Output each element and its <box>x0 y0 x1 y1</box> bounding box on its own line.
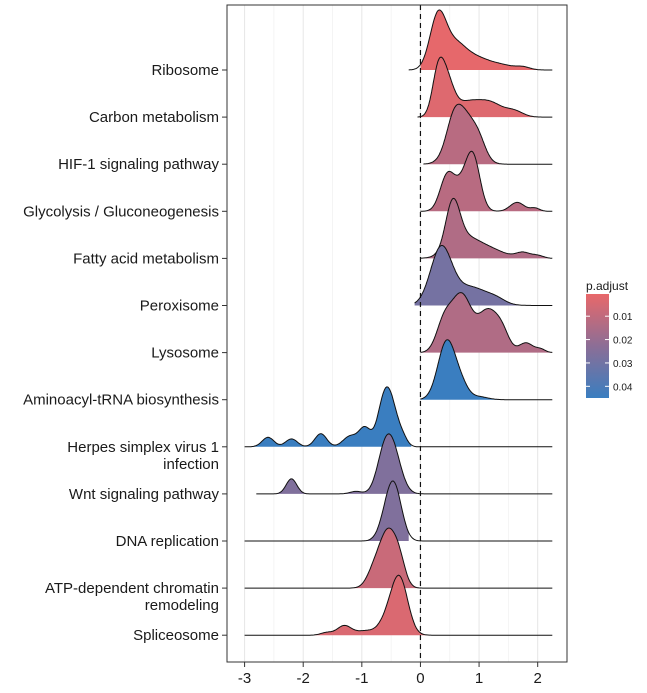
ridge-2 <box>423 103 553 165</box>
ridge-outline <box>256 433 553 495</box>
ridge-1 <box>417 56 553 118</box>
y-axis-label-line: Herpes simplex virus 1 <box>67 439 219 456</box>
ridge-fill <box>420 292 553 353</box>
y-axis-label-line: Fatty acid metabolism <box>73 250 219 267</box>
ridge-12 <box>244 574 553 636</box>
ridge-outline <box>420 197 553 259</box>
x-tick-label: 0 <box>416 670 424 687</box>
ridge-6 <box>420 292 553 353</box>
y-axis-label: Peroxisome <box>140 298 219 315</box>
x-tick-label: 2 <box>534 670 542 687</box>
ridge-7 <box>420 339 553 401</box>
y-axis-label: DNA replication <box>116 533 219 550</box>
ridge-fill <box>414 245 553 306</box>
y-axis-label: ATP-dependent chromatin remodeling <box>45 580 219 614</box>
ridge-fill <box>417 57 553 118</box>
ridge-fill <box>423 104 553 165</box>
legend-tick-label: 0.01 <box>613 312 633 323</box>
ridge-fill <box>420 151 553 212</box>
y-axis-label: HIF-1 signaling pathway <box>58 156 219 173</box>
legend-tick-label: 0.02 <box>613 336 633 347</box>
y-axis-label: Spliceosome <box>133 627 219 644</box>
panel-border <box>226 4 568 663</box>
y-axis-label-line: Carbon metabolism <box>89 109 219 126</box>
y-axis-label-line: Spliceosome <box>133 627 219 644</box>
legend-title: p.adjust <box>586 279 629 293</box>
x-tick-label: -3 <box>238 670 251 687</box>
ridge-4 <box>420 197 553 259</box>
y-axis-label: Wnt signaling pathway <box>69 486 220 503</box>
y-axis-label-line: Lysosome <box>151 345 219 362</box>
ridge-fill <box>420 198 553 259</box>
y-axis-label-line: Glycolysis / Gluconeogenesis <box>23 203 219 220</box>
y-axis-label-line: Wnt signaling pathway <box>69 486 220 503</box>
x-tick-label: -2 <box>297 670 310 687</box>
y-axis-label: Fatty acid metabolism <box>73 250 219 267</box>
ridge-outline <box>417 56 553 118</box>
ridges <box>244 9 553 636</box>
ridge-9 <box>256 433 553 495</box>
y-axis-label-line: HIF-1 signaling pathway <box>58 156 219 173</box>
ridge-outline <box>420 339 553 401</box>
ridge-outline <box>420 150 553 212</box>
legend: p.adjust 0.01 0.02 0.03 0.04 <box>586 279 633 398</box>
legend-colorbar <box>586 294 609 398</box>
ridge-outline <box>244 527 553 589</box>
legend-tick-label: 0.04 <box>613 382 633 393</box>
x-axis: -3 -2 -1 0 1 2 <box>238 662 542 687</box>
y-axis-label: Lysosome <box>151 345 219 362</box>
y-axis-label-line: ATP-dependent chromatin <box>45 580 219 597</box>
ridge-0 <box>408 9 553 71</box>
ridge-3 <box>420 150 553 212</box>
y-axis-label-line: DNA replication <box>116 533 219 550</box>
ridge-outline <box>414 245 553 306</box>
x-tick-label: -1 <box>355 670 368 687</box>
y-axis-label-line: Aminoacyl-tRNA biosynthesis <box>23 392 219 409</box>
y-axis-label-line: remodeling <box>145 597 219 614</box>
y-axis-label-line: infection <box>163 456 219 473</box>
ridge-outline <box>244 574 553 636</box>
y-axis-label: Ribosome <box>151 62 219 79</box>
ridge-outline <box>408 9 553 71</box>
ridge-fill <box>244 575 553 636</box>
y-axis-label: Herpes simplex virus 1 infection <box>67 439 219 473</box>
y-axis-label-line: Peroxisome <box>140 298 219 315</box>
ridge-outline <box>420 292 553 353</box>
y-axis-label: Glycolysis / Gluconeogenesis <box>23 203 219 220</box>
ridge-outline <box>244 386 553 448</box>
ridge-8 <box>244 386 553 448</box>
ridge-fill <box>420 339 553 400</box>
ridge-fill <box>420 10 553 70</box>
y-axis-label: Aminoacyl-tRNA biosynthesis <box>23 392 219 409</box>
y-axis-labels: Ribosome Carbon metabolism HIF-1 signaling… <box>23 62 227 644</box>
x-tick-label: 1 <box>475 670 483 687</box>
ridge-11 <box>244 527 553 589</box>
y-axis-label: Carbon metabolism <box>89 109 219 126</box>
ridge-outline <box>244 480 553 542</box>
legend-tick-label: 0.03 <box>613 359 633 370</box>
ridge-outline <box>423 103 553 165</box>
ridge-fill <box>244 386 412 447</box>
ridge-fill <box>244 528 421 589</box>
y-axis-label-line: Ribosome <box>151 62 219 79</box>
ridge-fill <box>256 433 417 494</box>
ridge-5 <box>414 245 553 306</box>
